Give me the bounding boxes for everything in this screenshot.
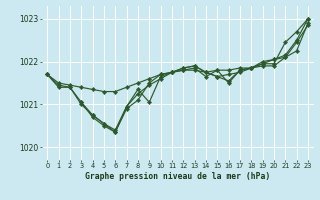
X-axis label: Graphe pression niveau de la mer (hPa): Graphe pression niveau de la mer (hPa) xyxy=(85,172,270,181)
